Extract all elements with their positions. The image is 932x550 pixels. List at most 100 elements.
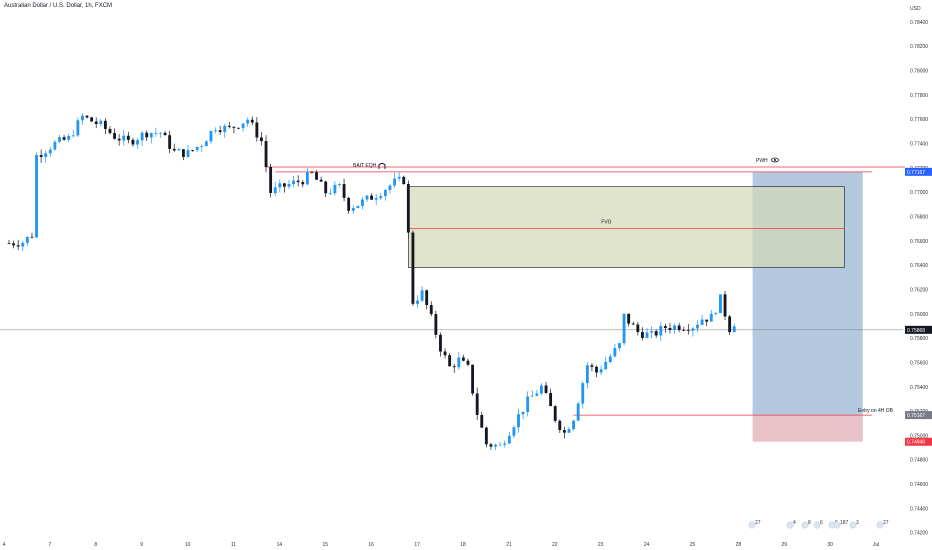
price-tick-label: 0.76200 — [910, 287, 928, 293]
candle-body — [512, 427, 516, 436]
candle-body — [278, 183, 282, 188]
candle-body — [705, 319, 709, 322]
price-tag-label: 0.75167 — [907, 413, 925, 419]
candle-body — [393, 178, 396, 186]
time-tick-label: 29 — [782, 542, 788, 548]
candle-body — [640, 332, 644, 338]
candle-body — [260, 137, 263, 142]
candle-body — [425, 290, 429, 306]
candle-body — [567, 429, 571, 433]
candle-body — [420, 290, 424, 301]
candle-body — [131, 139, 135, 145]
candle-body — [136, 140, 139, 145]
economic-event-icon — [833, 521, 841, 529]
events-layer: 274865187327 — [748, 520, 889, 529]
candle-body — [457, 357, 461, 368]
candle-body — [246, 119, 250, 124]
candle-body — [732, 326, 736, 333]
event-count: 6 — [820, 520, 823, 526]
price-tick-label: 0.74200 — [910, 531, 928, 537]
candle-body — [81, 115, 84, 121]
candle-body — [714, 312, 718, 314]
candle-body — [618, 343, 621, 349]
candles-layer — [7, 113, 736, 451]
candle-body — [282, 183, 286, 187]
candle-body — [296, 180, 300, 183]
candle-body — [214, 130, 217, 132]
candle-body — [544, 385, 548, 393]
candle-body — [186, 150, 190, 157]
candle-body — [35, 155, 38, 238]
price-tick-label: 0.74600 — [910, 482, 928, 488]
candle-body — [627, 313, 631, 324]
candle-body — [76, 120, 80, 136]
fvg-zone — [408, 186, 845, 268]
candle-body — [310, 172, 314, 173]
event-count: 3 — [856, 520, 859, 526]
candle-body — [117, 138, 121, 141]
candle-body — [108, 128, 112, 134]
candle-body — [67, 135, 71, 140]
time-tick-label: 22 — [552, 542, 558, 548]
price-tick-label: 0.76000 — [910, 312, 928, 318]
candle-body — [709, 313, 713, 322]
economic-event-icon — [876, 521, 884, 529]
candle-body — [700, 319, 704, 325]
candle-body — [443, 351, 447, 356]
time-tick-label: 24 — [644, 542, 650, 548]
candle-body — [696, 324, 699, 329]
candle-body — [388, 185, 392, 191]
price-tag-label: 0.74948 — [907, 440, 925, 446]
time-tick-label: 18 — [460, 542, 466, 548]
candle-body — [71, 135, 75, 137]
candle-body — [154, 132, 158, 134]
candle-body — [439, 334, 442, 352]
candle-body — [159, 132, 162, 134]
price-tag-label: 0.75868 — [907, 328, 925, 334]
price-tick-label: 0.75600 — [910, 360, 928, 366]
candle-body — [517, 414, 520, 428]
candle-body — [549, 392, 553, 407]
price-tick-label: 0.78000 — [910, 69, 928, 75]
candle-body — [507, 435, 511, 444]
candle-body — [581, 383, 585, 404]
annotations-layer: PWH BAIT EQH Entry on 4H OB — [353, 157, 894, 414]
time-tick-label: 30 — [827, 542, 833, 548]
candle-body — [292, 180, 296, 185]
price-tag — [905, 437, 932, 446]
candle-body — [168, 135, 172, 149]
candle-body — [599, 369, 603, 373]
levels-layer — [0, 166, 905, 416]
time-tick-label: 8 — [94, 542, 97, 548]
time-tick-label: 21 — [506, 542, 512, 548]
candle-body — [558, 420, 562, 430]
candle-body — [654, 331, 658, 336]
candle-body — [374, 198, 378, 200]
time-tick-label: 4 — [3, 542, 6, 548]
eye-icon-pupil — [774, 158, 776, 161]
candle-body — [218, 130, 222, 133]
candle-body — [145, 132, 149, 138]
candle-body — [227, 125, 231, 127]
candle-body — [301, 182, 305, 185]
price-tag — [905, 325, 932, 334]
time-axis: 4 7 8 9 10 11 14 15 16 17 18 21 22 23 24 25 28 29 30 Jul — [3, 542, 880, 548]
candle-body — [232, 126, 236, 128]
time-tick-label: 23 — [598, 542, 604, 548]
currency-unit-label: USD — [910, 6, 921, 12]
candle-body — [44, 153, 48, 158]
price-tick-label: 0.75400 — [910, 385, 928, 391]
price-tick-label: 0.77400 — [910, 142, 928, 148]
candle-body — [25, 236, 29, 243]
price-tick-label: 0.74400 — [910, 506, 928, 512]
candle-body — [590, 365, 594, 367]
time-tick-label: 9 — [140, 542, 143, 548]
candle-body — [650, 331, 654, 333]
candle-body — [562, 429, 566, 433]
candle-body — [397, 176, 401, 179]
price-tick-label: 0.78200 — [910, 44, 928, 50]
candle-body — [686, 329, 690, 331]
price-tick-label: 0.76800 — [910, 214, 928, 220]
candle-body — [494, 444, 497, 447]
